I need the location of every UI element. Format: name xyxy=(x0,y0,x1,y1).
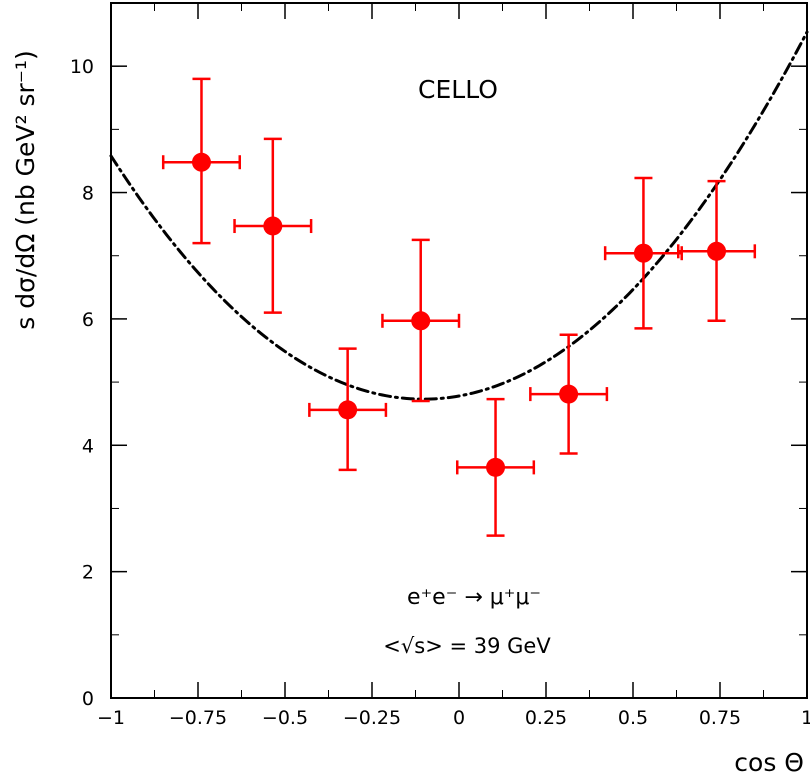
data-marker xyxy=(707,241,727,261)
theory-curve xyxy=(109,30,809,401)
y-tick-label: 8 xyxy=(82,183,94,205)
x-tick-label: −1 xyxy=(97,707,125,729)
data-marker xyxy=(191,152,211,172)
x-tick-label: 0.75 xyxy=(699,707,741,729)
experiment-label: CELLO xyxy=(418,75,498,104)
data-marker xyxy=(338,400,358,420)
y-tick-label: 4 xyxy=(82,435,94,457)
data-marker xyxy=(559,384,579,404)
y-tick-label: 2 xyxy=(82,562,94,584)
x-tick-label: −0.25 xyxy=(343,707,401,729)
x-axis-ticks: −1 −0.75 −0.5 −0.25 0 0.25 0.5 0.75 1 xyxy=(97,3,810,729)
theory-curve-layer xyxy=(109,30,809,401)
data-point xyxy=(676,179,757,323)
data-point xyxy=(308,347,388,472)
energy-label: <√s> = 39 GeV xyxy=(383,634,551,658)
x-tick-label: −0.5 xyxy=(262,707,308,729)
x-tick-label: 0.25 xyxy=(525,707,567,729)
data-marker xyxy=(486,457,506,477)
data-point xyxy=(529,333,609,455)
x-tick-label: 0 xyxy=(453,707,465,729)
data-point xyxy=(161,77,242,245)
data-point xyxy=(381,238,461,403)
y-axis-ticks: 0 2 4 6 8 10 xyxy=(70,56,807,710)
data-point xyxy=(233,137,313,314)
process-label: e⁺e⁻ → μ⁺μ⁻ xyxy=(407,585,541,610)
x-tick-label: 1 xyxy=(801,707,810,729)
data-marker xyxy=(411,311,431,331)
data-point xyxy=(456,397,536,537)
x-axis-title: cos Θ xyxy=(734,748,804,777)
x-tick-label: 0.5 xyxy=(618,707,648,729)
data-point xyxy=(603,176,683,330)
y-tick-label: 10 xyxy=(70,56,94,78)
y-axis-title: s dσ/dΩ (nb GeV² sr⁻¹) xyxy=(11,50,40,330)
data-marker xyxy=(263,216,283,236)
y-tick-label: 0 xyxy=(82,688,94,710)
x-tick-label: −0.75 xyxy=(169,707,227,729)
data-marker xyxy=(633,243,653,263)
y-tick-label: 6 xyxy=(82,309,94,331)
data-points-layer xyxy=(161,77,757,537)
